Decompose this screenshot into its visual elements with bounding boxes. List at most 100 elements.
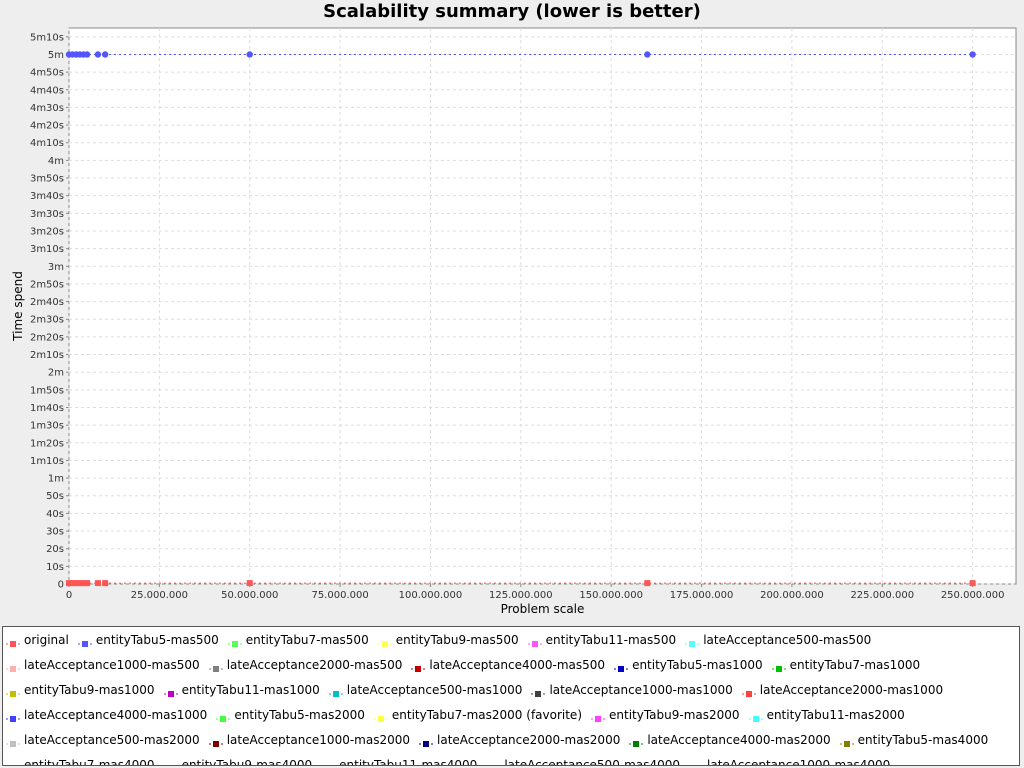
- x-tick-label: 150.000.000: [579, 590, 643, 601]
- legend-swatch: [685, 635, 700, 647]
- y-tick-label: 4m40s: [30, 85, 64, 96]
- legend-item: entityTabu11-mas4000: [321, 755, 478, 766]
- y-tick-label: 2m50s: [30, 279, 64, 290]
- y-tick-label: 4m50s: [30, 68, 64, 79]
- legend-item: lateAcceptance4000-mas2000: [629, 730, 831, 750]
- legend-item: entityTabu5-mas2000: [216, 705, 365, 725]
- legend-item: lateAcceptance500-mas4000: [486, 755, 680, 766]
- y-tick-label: 3m20s: [30, 226, 64, 237]
- legend-swatch: [689, 760, 703, 765]
- legend-label: entityTabu11-mas4000: [339, 758, 478, 766]
- data-point: [246, 580, 253, 587]
- legend-label: entityTabu9-mas500: [395, 633, 519, 647]
- legend-swatch: [771, 660, 786, 672]
- legend-label: lateAcceptance500-mas1000: [346, 683, 523, 697]
- legend-item: lateAcceptance1000-mas500: [6, 655, 200, 675]
- legend-item: entityTabu9-mas4000: [164, 755, 313, 766]
- legend-label: lateAcceptance1000-mas4000: [707, 758, 891, 766]
- data-point: [102, 580, 109, 587]
- y-tick-label: 1m50s: [30, 385, 64, 396]
- legend-item: entityTabu7-mas4000: [6, 755, 155, 766]
- legend-swatch: [741, 685, 756, 697]
- data-point: [69, 580, 76, 587]
- y-tick-label: 4m10s: [30, 138, 64, 149]
- legend-swatch: [321, 760, 335, 765]
- y-tick-label: 2m: [48, 368, 64, 379]
- x-tick-label: 0: [66, 590, 72, 601]
- legend-swatch: [748, 710, 763, 722]
- legend-item: lateAcceptance2000-mas2000: [419, 730, 620, 750]
- legend-label: lateAcceptance2000-mas2000: [437, 733, 621, 747]
- legend-item: lateAcceptance2000-mas500: [208, 655, 402, 675]
- legend-swatch: [208, 735, 223, 747]
- legend-label: entityTabu5-mas2000: [234, 708, 365, 722]
- legend-swatch: [227, 635, 242, 647]
- legend-label: lateAcceptance4000-mas2000: [647, 733, 831, 747]
- legend-item: lateAcceptance500-mas2000: [6, 730, 200, 750]
- legend-label: entityTabu11-mas1000: [181, 683, 320, 697]
- legend-item: lateAcceptance1000-mas1000: [531, 680, 733, 700]
- legend-swatch: [6, 635, 20, 647]
- legend-label: lateAcceptance500-mas500: [703, 633, 872, 647]
- plot-background: [68, 27, 1017, 585]
- y-tick-label: 2m10s: [30, 350, 64, 361]
- data-point: [246, 51, 253, 58]
- y-tick-label: 3m10s: [30, 244, 64, 255]
- y-tick-label: 3m50s: [30, 174, 64, 185]
- x-tick-label: 200.000.000: [760, 590, 824, 601]
- y-tick-label: 40s: [46, 509, 64, 520]
- legend-item: lateAcceptance4000-mas1000: [6, 705, 207, 725]
- data-point: [644, 51, 651, 58]
- legend-item: original: [6, 630, 69, 650]
- legend-label: entityTabu9-mas4000: [181, 758, 313, 766]
- legend-item: entityTabu7-mas2000 (favorite): [373, 705, 582, 725]
- legend-label: entityTabu5-mas1000: [632, 658, 763, 672]
- legend-item: lateAcceptance500-mas500: [685, 630, 871, 650]
- y-tick-label: 3m: [48, 262, 64, 273]
- data-point: [969, 51, 976, 58]
- legend-label: entityTabu7-mas4000: [24, 758, 155, 766]
- data-point: [84, 580, 91, 587]
- legend-item: lateAcceptance500-mas1000: [328, 680, 523, 700]
- legend-label: entityTabu11-mas2000: [766, 708, 905, 722]
- x-tick-label: 175.000.000: [670, 590, 734, 601]
- legend-item: lateAcceptance1000-mas2000: [208, 730, 411, 750]
- data-point: [101, 51, 109, 58]
- legend-label: entityTabu7-mas2000 (favorite): [391, 708, 582, 722]
- legend-swatch: [77, 635, 92, 647]
- y-tick-label: 2m30s: [30, 315, 64, 326]
- chart-area: 0 10s 20s 30s 40s 50s 1m 1m10s 1m20s 1m30s 1m40s 1m…: [11, 27, 1017, 616]
- legend-label: entityTabu9-mas1000: [24, 683, 155, 697]
- legend-label: entityTabu9-mas2000: [609, 708, 740, 722]
- legend-item: lateAcceptance4000-mas500: [411, 655, 605, 675]
- legend-swatch: [373, 710, 388, 722]
- legend-item: entityTabu7-mas1000: [771, 655, 920, 675]
- legend-label: entityTabu5-mas500: [95, 633, 219, 647]
- legend-item: lateAcceptance2000-mas1000: [741, 680, 943, 700]
- legend-label: lateAcceptance1000-mas2000: [226, 733, 411, 747]
- legend-label: entityTabu5-mas4000: [857, 733, 989, 747]
- legend-item: entityTabu9-mas500: [377, 630, 519, 650]
- y-tick-label: 4m20s: [30, 121, 64, 132]
- y-tick-label: 2m20s: [30, 332, 64, 343]
- x-tick-label: 25.000.000: [131, 590, 188, 601]
- y-tick-label: 5m: [48, 50, 64, 61]
- legend-swatch: [328, 685, 343, 697]
- chart-legend: original entityTabu5-mas500 entityTabu7-ma…: [2, 626, 1020, 766]
- legend-label: original: [24, 633, 69, 647]
- legend-swatch: [164, 760, 178, 765]
- legend-item: entityTabu11-mas500: [527, 630, 677, 650]
- data-point: [66, 580, 72, 587]
- x-tick-label: 100.000.000: [399, 590, 463, 601]
- legend-label: lateAcceptance1000-mas1000: [549, 683, 733, 697]
- legend-label: lateAcceptance1000-mas500: [24, 658, 200, 672]
- x-tick-label: 125.000.000: [489, 590, 553, 601]
- legend-swatch: [591, 710, 605, 722]
- x-tick-label: 225.000.000: [850, 590, 914, 601]
- legend-label: lateAcceptance500-mas4000: [504, 758, 680, 766]
- y-axis-label: Time spend: [11, 271, 25, 342]
- legend-swatch: [629, 735, 644, 747]
- legend-label: entityTabu11-mas500: [545, 633, 677, 647]
- legend-swatch: [6, 660, 20, 672]
- y-tick-label: 1m20s: [30, 438, 64, 449]
